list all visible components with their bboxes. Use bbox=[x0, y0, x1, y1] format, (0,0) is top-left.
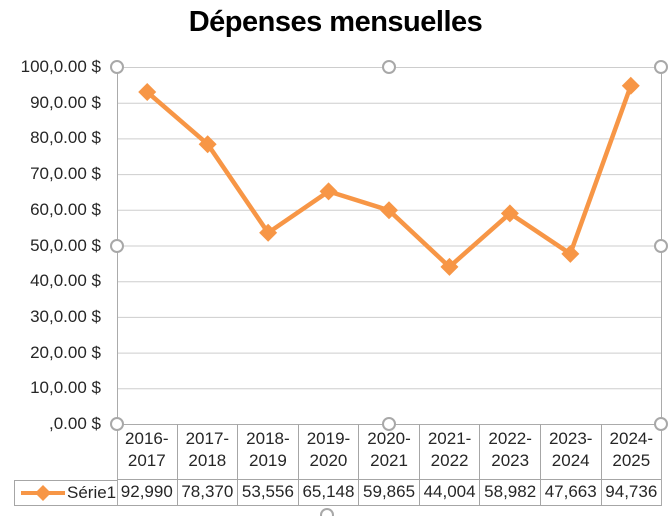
y-axis-tick-label: 70,0.00 $ bbox=[30, 164, 101, 184]
y-axis-tick-label: 10,0.00 $ bbox=[30, 378, 101, 398]
resize-handle-plot-bottom-center[interactable] bbox=[382, 417, 396, 431]
data-point-marker[interactable] bbox=[198, 135, 217, 154]
resize-handle-plot-middle-left[interactable] bbox=[110, 239, 124, 253]
resize-handle-plot-middle-right[interactable] bbox=[654, 239, 668, 253]
value-cell: 44,004 bbox=[418, 480, 480, 505]
y-axis-tick-label: 40,0.00 $ bbox=[30, 271, 101, 291]
category-cell: 2023-2024 bbox=[539, 424, 601, 479]
category-cell: 2020-2021 bbox=[358, 424, 419, 479]
value-cell: 53,556 bbox=[237, 480, 298, 505]
resize-handle-chart-bottom-center[interactable] bbox=[320, 508, 334, 516]
data-table-category-row[interactable]: 2016-2017 2017-2018 2018-2019 2019-2020 … bbox=[117, 424, 661, 480]
data-point-marker[interactable] bbox=[319, 182, 338, 201]
value-cell: 59,865 bbox=[358, 480, 419, 505]
data-table-value-row[interactable]: 92,990 78,370 53,556 65,148 59,865 44,00… bbox=[117, 480, 661, 506]
value-cell: 78,370 bbox=[176, 480, 238, 505]
data-point-marker[interactable] bbox=[380, 201, 398, 220]
data-point-marker[interactable] bbox=[259, 223, 278, 242]
y-axis-tick-label: ,0.00 $ bbox=[49, 414, 101, 433]
resize-handle-plot-bottom-right[interactable] bbox=[654, 417, 668, 431]
category-cell: 2016-2017 bbox=[125, 429, 169, 470]
category-cell: 2024-2025 bbox=[600, 424, 662, 479]
y-axis-tick-label: 20,0.00 $ bbox=[30, 342, 101, 362]
value-cell: 58,982 bbox=[479, 480, 540, 505]
value-cell: 92,990 bbox=[120, 482, 173, 501]
y-axis-tick-label: 80,0.00 $ bbox=[30, 128, 101, 148]
resize-handle-plot-top-right[interactable] bbox=[654, 60, 668, 74]
resize-handle-plot-top-center[interactable] bbox=[382, 60, 396, 74]
data-point-marker[interactable] bbox=[621, 76, 640, 95]
data-point-marker[interactable] bbox=[138, 83, 157, 102]
value-cell: 65,148 bbox=[297, 480, 359, 505]
data-point-marker[interactable] bbox=[561, 244, 580, 263]
y-axis-tick-label: 60,0.00 $ bbox=[30, 199, 101, 219]
y-axis-tick-label: 100,0.00 $ bbox=[20, 57, 101, 76]
value-cell: 47,663 bbox=[539, 480, 601, 505]
legend[interactable]: Série1 bbox=[14, 480, 117, 506]
category-cell: 2017-2018 bbox=[176, 424, 238, 479]
category-cell: 2022-2023 bbox=[479, 424, 540, 479]
y-axis-tick-label: 30,0.00 $ bbox=[30, 306, 101, 326]
y-axis-tick-label: 90,0.00 $ bbox=[30, 92, 101, 112]
value-cell: 94,736 bbox=[600, 480, 662, 505]
resize-handle-plot-bottom-left[interactable] bbox=[110, 417, 124, 431]
chart-title[interactable]: Dépenses mensuelles bbox=[188, 6, 483, 38]
series-line[interactable] bbox=[144, 83, 634, 270]
resize-handle-plot-top-left[interactable] bbox=[110, 60, 124, 74]
category-cell: 2021-2022 bbox=[418, 424, 480, 479]
y-axis[interactable]: 100,0.00 $ 90,0.00 $ 80,0.00 $ 70,0.00 $ 60,… bbox=[0, 0, 103, 516]
data-point-marker[interactable] bbox=[500, 204, 519, 223]
data-point-marker[interactable] bbox=[440, 257, 459, 276]
y-axis-tick-label: 50,0.00 $ bbox=[30, 235, 101, 255]
category-cell: 2018-2019 bbox=[237, 424, 298, 479]
category-cell: 2019-2020 bbox=[297, 424, 359, 479]
legend-key-icon bbox=[21, 485, 65, 501]
legend-series-label: Série1 bbox=[67, 483, 117, 502]
